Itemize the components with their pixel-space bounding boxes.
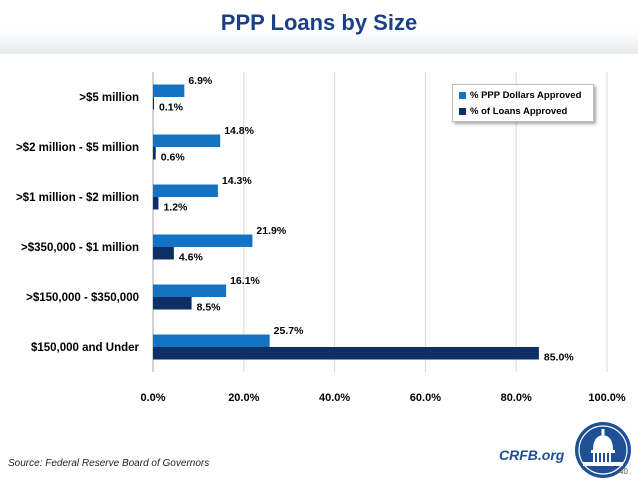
legend-item-dollars: % PPP Dollars Approved (459, 88, 581, 102)
data-label: 1.2% (163, 202, 188, 214)
data-label: 0.1% (159, 102, 184, 114)
legend-swatch-dollars (459, 91, 466, 99)
data-label: 8.5% (197, 302, 222, 314)
x-tick-label: 80.0% (501, 392, 532, 404)
data-label: 6.9% (188, 75, 213, 87)
bar (153, 347, 539, 360)
chart-legend: % PPP Dollars Approved % of Loans Approv… (452, 84, 594, 122)
category-label: $150,000 and Under (31, 342, 140, 354)
data-label: 14.8% (224, 125, 254, 137)
brand-link[interactable]: CRFB.org (499, 447, 565, 463)
bar (153, 197, 159, 210)
data-label: 25.7% (274, 325, 304, 337)
bar (153, 297, 192, 310)
data-label: 0.6% (161, 152, 186, 164)
x-tick-label: 100.0% (588, 392, 626, 404)
data-label: 21.9% (256, 225, 286, 237)
bar-chart: 0.0% 20.0% 40.0% 60.0% 80.0% 100.0% >$5 millio… (16, 72, 626, 404)
data-label: 85.0% (544, 352, 574, 364)
category-label: >$2 million - $5 million (16, 142, 139, 154)
x-tick-label: 0.0% (140, 392, 165, 404)
bar (153, 247, 174, 260)
source-note: Source: Federal Reserve Board of Governo… (8, 458, 210, 469)
category-label: >$1 million - $2 million (16, 192, 139, 204)
page-number: 40 (619, 467, 628, 476)
bar (153, 334, 270, 347)
legend-item-loans: % of Loans Approved (459, 104, 567, 118)
bar (153, 134, 221, 147)
legend-label-loans: % of Loans Approved (470, 105, 568, 117)
x-tick-label: 20.0% (228, 392, 259, 404)
legend-label-dollars: % PPP Dollars Approved (470, 89, 582, 101)
data-label: 16.1% (230, 275, 260, 287)
bar (153, 84, 185, 97)
bar (153, 234, 253, 247)
bar (153, 184, 218, 197)
capitol-dome-seal-icon (575, 422, 631, 478)
bar (153, 147, 156, 160)
legend-swatch-loans (459, 107, 466, 115)
category-label: >$150,000 - $350,000 (26, 292, 139, 304)
bar (153, 284, 227, 297)
x-tick-label: 40.0% (319, 392, 350, 404)
data-label: 14.3% (222, 175, 252, 187)
title-band (0, 0, 638, 54)
data-label: 4.6% (179, 252, 204, 264)
category-label: >$5 million (79, 92, 139, 104)
bar (153, 97, 154, 110)
category-label: >$350,000 - $1 million (21, 242, 139, 254)
chart-title: PPP Loans by Size (220, 10, 418, 35)
x-tick-label: 60.0% (410, 392, 441, 404)
